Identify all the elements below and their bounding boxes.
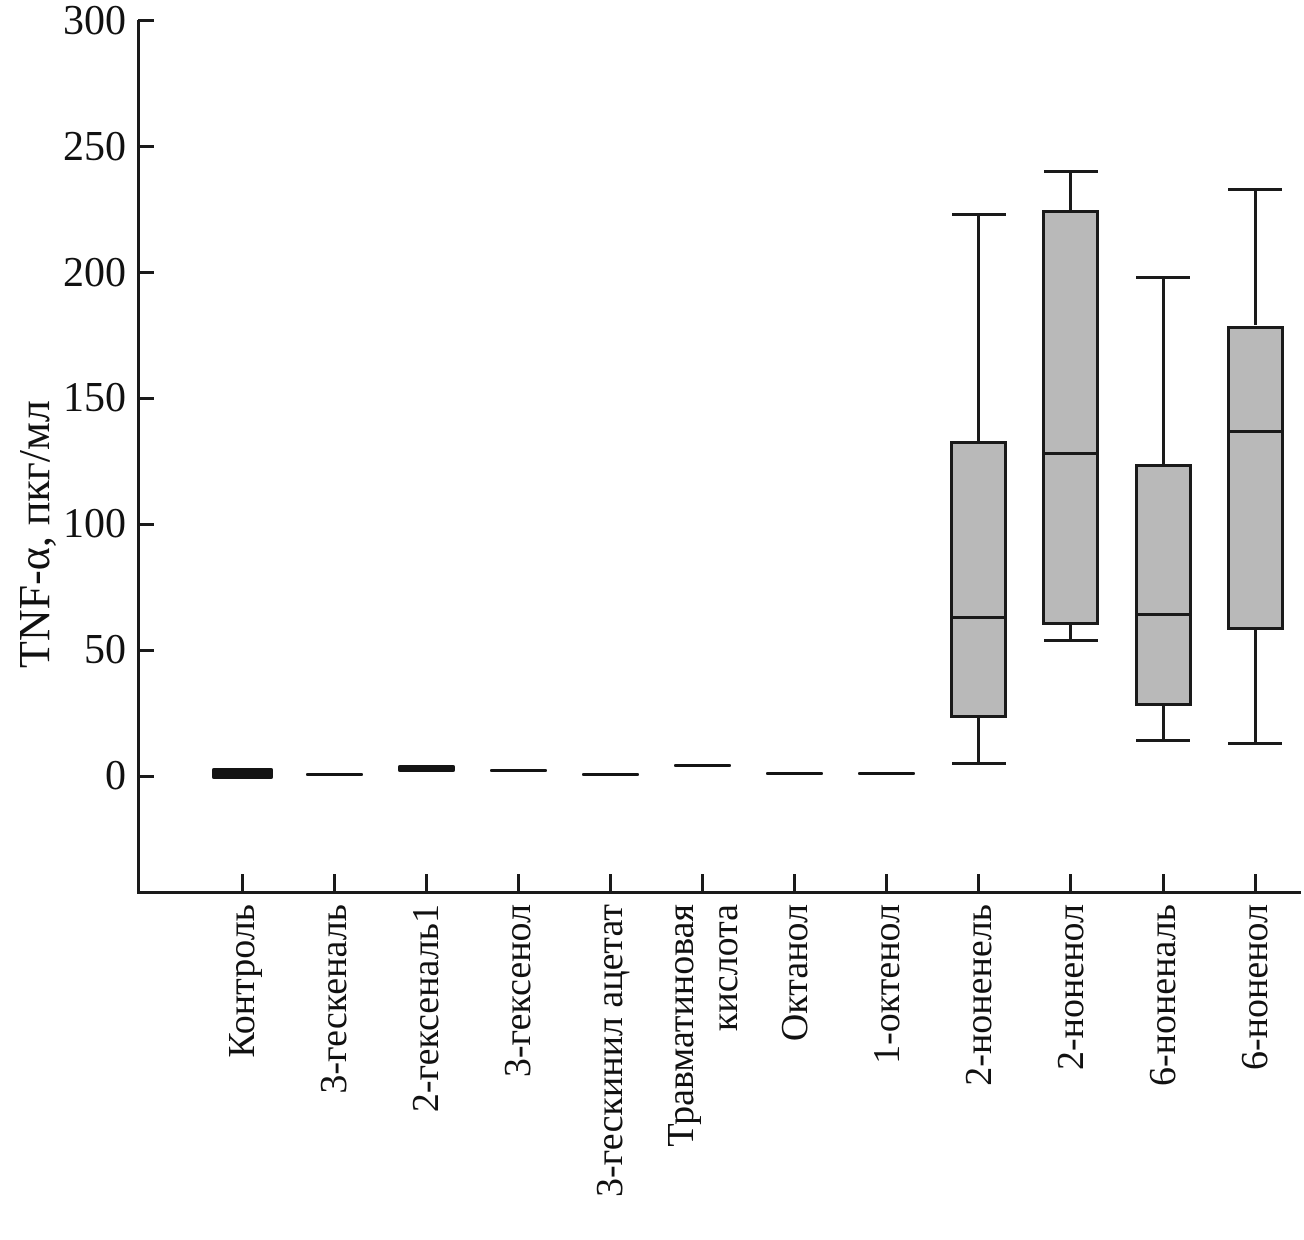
x-category-label: Травматиновая кислота	[659, 904, 746, 1147]
lower-whisker-cap	[1136, 739, 1190, 743]
lower-whisker	[1161, 705, 1165, 741]
upper-whisker	[1161, 277, 1165, 464]
lower-whisker-cap	[951, 761, 1006, 765]
y-axis-tick	[138, 396, 154, 400]
y-axis-tick	[138, 271, 154, 275]
lower-whisker-cap	[1228, 741, 1283, 745]
x-category-label: 3-гескеналь	[313, 904, 356, 1094]
x-axis-tick	[424, 874, 428, 892]
median-line	[1134, 613, 1192, 617]
box-iqr	[1226, 325, 1284, 631]
flat-box-mark	[581, 773, 639, 777]
flat-box-mark	[766, 771, 824, 775]
y-tick-label: 150	[63, 375, 126, 422]
y-tick-label: 200	[63, 249, 126, 296]
x-category-label: Октанол	[773, 904, 816, 1042]
y-axis-tick	[138, 19, 154, 23]
y-axis-tick	[138, 648, 154, 652]
x-category-label: 2-гексеналь1	[405, 904, 448, 1113]
flat-box-mark	[397, 764, 455, 773]
lower-whisker-cap	[1043, 638, 1098, 642]
x-axis-tick	[885, 874, 889, 892]
upper-whisker-cap	[951, 213, 1006, 217]
flat-box-mark	[489, 769, 547, 773]
x-axis-tick	[1253, 874, 1257, 892]
flat-box-mark	[674, 764, 731, 768]
y-tick-label: 100	[63, 501, 126, 548]
upper-whisker-cap	[1043, 170, 1098, 174]
lower-whisker	[977, 718, 981, 764]
upper-whisker	[1253, 189, 1257, 326]
median-line	[1226, 429, 1284, 433]
x-axis-tick	[1069, 874, 1073, 892]
x-axis-line	[136, 890, 1301, 894]
x-category-label: 1-октенол	[865, 904, 908, 1064]
x-category-label: 2-ноненель	[957, 904, 1000, 1086]
x-category-label: 3-гексенол	[497, 904, 540, 1078]
lower-whisker	[1069, 624, 1073, 641]
upper-whisker-cap	[1228, 188, 1283, 192]
x-axis-tick	[1161, 874, 1165, 892]
x-axis-tick	[608, 874, 612, 892]
y-tick-label: 50	[84, 627, 126, 674]
box-iqr	[1134, 463, 1192, 706]
y-axis-tick	[138, 522, 154, 526]
y-tick-label: 250	[63, 123, 126, 170]
upper-whisker	[977, 214, 981, 442]
x-axis-tick	[701, 874, 704, 892]
x-axis-tick	[793, 874, 797, 892]
x-axis-tick	[516, 874, 520, 892]
y-axis-tick	[138, 774, 154, 778]
upper-whisker-cap	[1136, 276, 1190, 280]
box-iqr	[1042, 209, 1100, 625]
x-axis-tick	[240, 874, 244, 892]
lower-whisker	[1253, 630, 1257, 744]
median-line	[950, 615, 1008, 619]
flat-box-mark	[305, 773, 363, 777]
box-iqr	[950, 441, 1008, 719]
y-axis-line	[136, 20, 140, 892]
x-axis-tick	[332, 874, 336, 892]
y-tick-label: 0	[105, 753, 126, 799]
upper-whisker	[1069, 171, 1073, 210]
median-line	[1042, 452, 1100, 456]
x-category-label: 2-ноненол	[1049, 904, 1092, 1070]
y-tick-label: 300	[63, 0, 126, 44]
y-axis-tick	[138, 145, 154, 149]
flat-box-mark	[858, 771, 916, 775]
flat-box-mark	[211, 768, 273, 779]
x-axis-tick	[977, 874, 981, 892]
x-category-label: 3-гескинил ацетат	[589, 904, 632, 1197]
x-category-label: Контроль	[221, 904, 263, 1058]
x-category-label: 6-ноненол	[1234, 904, 1277, 1070]
x-category-label: 6-ноненаль	[1142, 904, 1184, 1087]
